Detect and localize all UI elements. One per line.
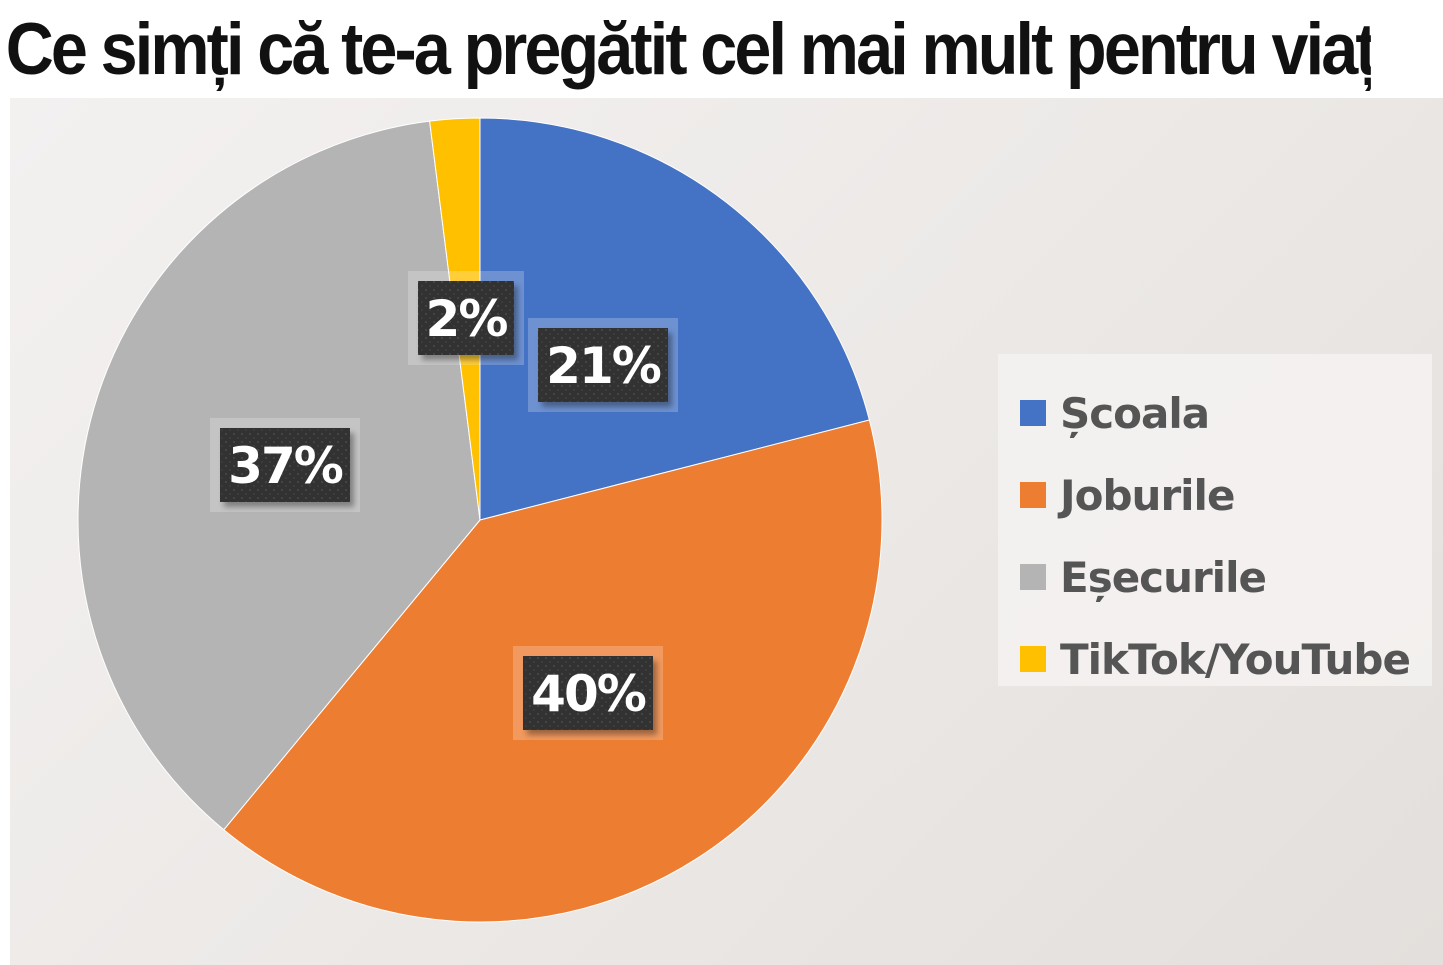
- data-label-scoala: 21%: [528, 318, 678, 412]
- legend-label-esecurile: Eșecurile: [1060, 552, 1267, 602]
- legend-swatch-esecurile: [1020, 564, 1046, 590]
- data-label-tiktok-youtube: 2%: [408, 271, 524, 365]
- data-label-esecurile: 37%: [210, 418, 360, 512]
- data-label-box-scoala: [538, 328, 668, 402]
- data-label-box-joburile: [523, 656, 653, 730]
- legend-label-joburile: Joburile: [1060, 470, 1235, 520]
- legend-label-scoala: Școala: [1060, 388, 1210, 438]
- legend-swatch-scoala: [1020, 400, 1046, 426]
- data-label-box-tiktok-youtube: [418, 281, 514, 355]
- legend-swatch-joburile: [1020, 482, 1046, 508]
- data-label-joburile: 40%: [513, 646, 663, 740]
- data-label-text-esecurile: 37%: [228, 437, 343, 495]
- legend-item-scoala: Școala: [1020, 372, 1432, 454]
- legend: Școala Joburile Eșecurile TikTok/YouTube: [998, 354, 1432, 686]
- pie-data-labels: 21% 40% 37% 2%: [210, 271, 678, 740]
- data-label-text-tiktok-youtube: 2%: [426, 290, 508, 348]
- legend-label-tiktok-youtube: TikTok/YouTube: [1060, 634, 1411, 684]
- legend-item-esecurile: Eșecurile: [1020, 536, 1432, 618]
- data-label-text-scoala: 21%: [546, 337, 661, 395]
- pie-slices: [77, 117, 883, 923]
- data-label-box-esecurile: [220, 428, 350, 502]
- legend-item-tiktok-youtube: TikTok/YouTube: [1020, 618, 1432, 700]
- chart-title: Ce simți că te-a pregătit cel mai mult p…: [5, 8, 1371, 90]
- legend-item-joburile: Joburile: [1020, 454, 1432, 536]
- legend-swatch-tiktok-youtube: [1020, 646, 1046, 672]
- pie-slice-scoala: [479, 117, 870, 521]
- data-label-text-joburile: 40%: [531, 665, 646, 723]
